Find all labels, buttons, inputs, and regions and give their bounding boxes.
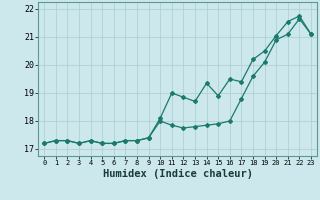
- X-axis label: Humidex (Indice chaleur): Humidex (Indice chaleur): [103, 169, 252, 179]
